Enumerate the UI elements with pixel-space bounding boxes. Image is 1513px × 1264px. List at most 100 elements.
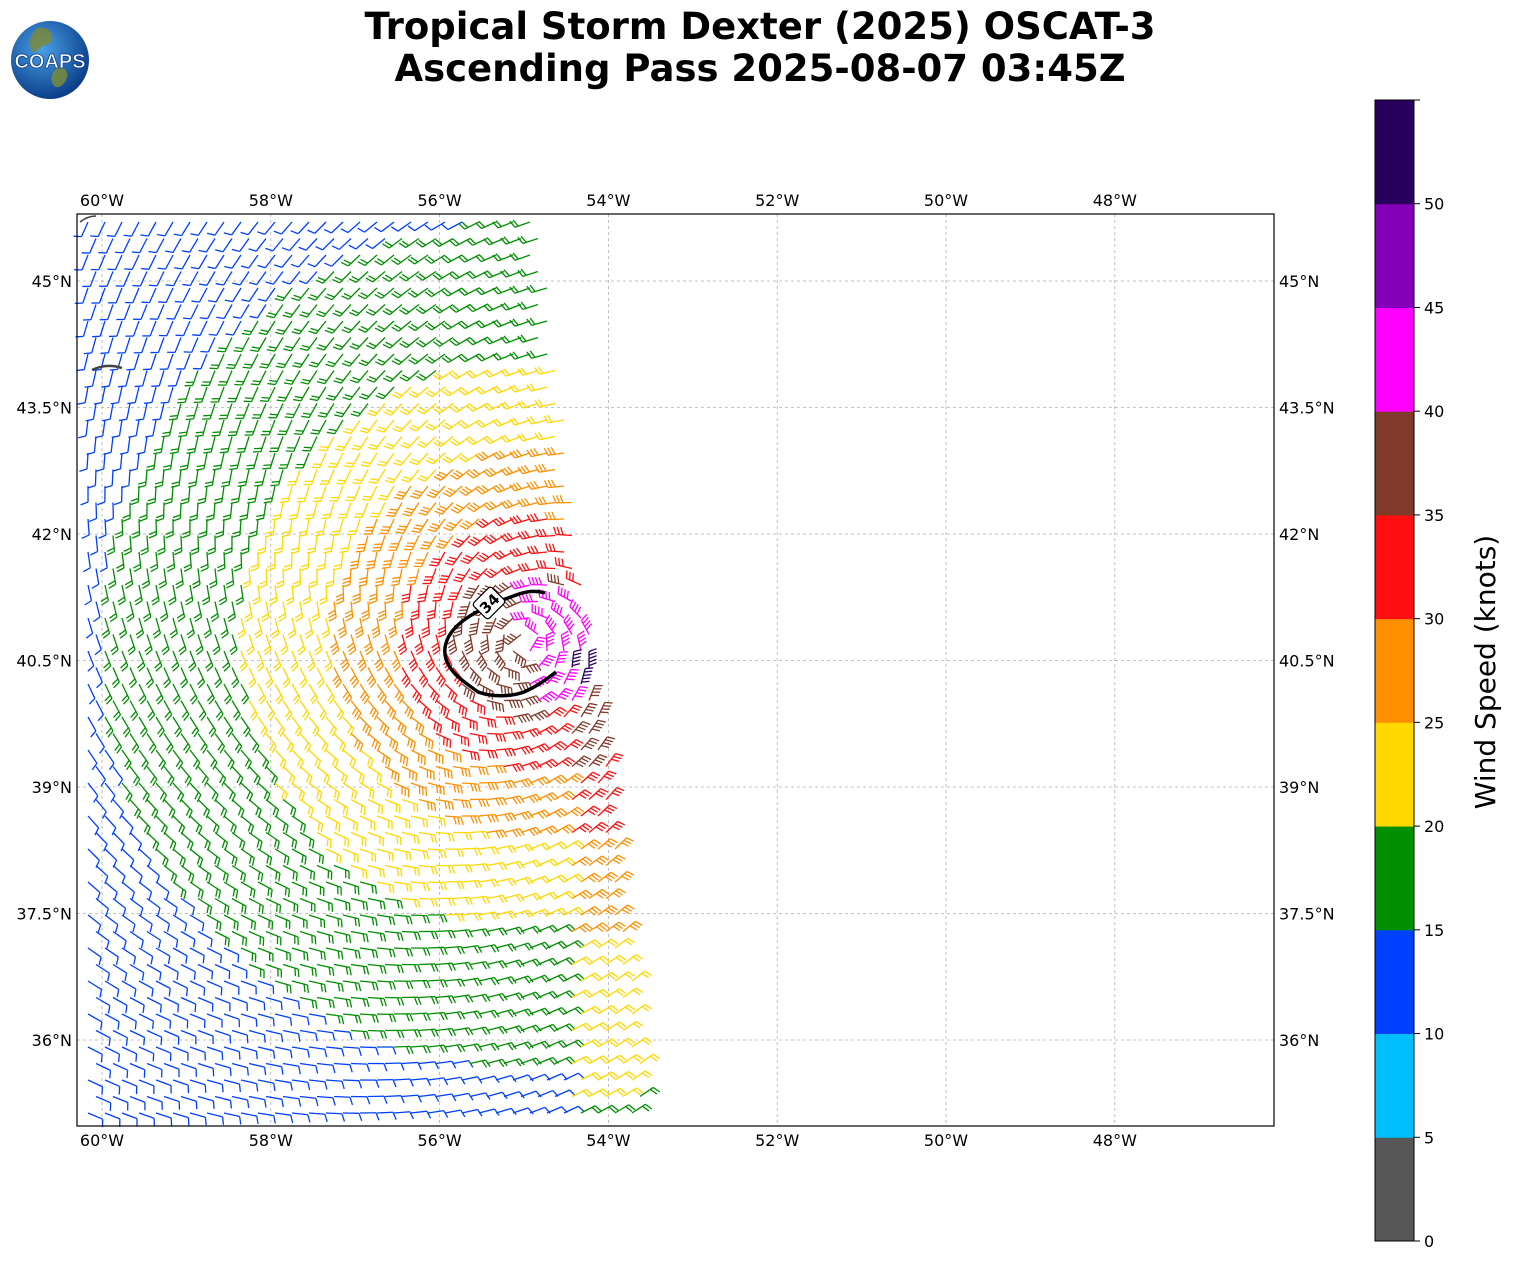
wind-barb bbox=[537, 654, 556, 668]
wind-barb bbox=[265, 1062, 284, 1075]
wind-barb bbox=[391, 254, 412, 266]
wind-barb bbox=[614, 1071, 636, 1081]
logo-text: COAPS bbox=[14, 51, 85, 73]
wind-barb bbox=[452, 1059, 474, 1068]
wind-barb bbox=[232, 304, 250, 319]
wind-barb bbox=[254, 469, 267, 487]
wind-barb bbox=[424, 254, 446, 264]
wind-barb bbox=[283, 370, 301, 385]
wind-barb bbox=[97, 485, 106, 506]
wind-barb bbox=[267, 551, 276, 572]
wind-barb bbox=[418, 1093, 440, 1102]
wind-barb bbox=[292, 353, 310, 368]
wind-barb bbox=[427, 1044, 449, 1053]
wind-barb bbox=[211, 419, 225, 437]
wind-barb bbox=[526, 284, 548, 294]
wind-barb bbox=[409, 452, 429, 466]
wind-barb bbox=[138, 1046, 155, 1062]
wind-barb bbox=[305, 502, 318, 520]
lat-tick-label: 45°N bbox=[32, 272, 72, 291]
wind-barb bbox=[104, 1046, 121, 1063]
wind-barb bbox=[512, 650, 527, 669]
wind-barb bbox=[546, 807, 568, 818]
wind-barb bbox=[444, 749, 462, 763]
wind-barb bbox=[308, 980, 327, 993]
wind-barb bbox=[189, 716, 200, 738]
wind-barb bbox=[325, 683, 335, 705]
wind-barb bbox=[358, 386, 378, 400]
wind-barb bbox=[410, 815, 429, 828]
wind-barb bbox=[98, 518, 107, 539]
wind-barb bbox=[214, 1062, 232, 1077]
wind-barb bbox=[349, 304, 369, 317]
wind-barb bbox=[145, 667, 155, 689]
wind-barb bbox=[189, 502, 199, 522]
wind-barb bbox=[413, 551, 429, 568]
wind-barb bbox=[486, 699, 505, 713]
wind-barb bbox=[248, 1062, 267, 1076]
wind-barb bbox=[571, 1055, 593, 1065]
wind-barb bbox=[231, 733, 243, 754]
wind-barb bbox=[198, 271, 216, 286]
wind-barb bbox=[435, 1060, 457, 1069]
wind-barb bbox=[503, 795, 525, 805]
wind-barb bbox=[432, 584, 446, 602]
wind-barb bbox=[359, 914, 378, 927]
wind-barb bbox=[350, 700, 362, 721]
wind-barb bbox=[74, 254, 89, 271]
wind-barb bbox=[401, 584, 412, 604]
wind-barb bbox=[295, 452, 310, 469]
wind-barb bbox=[571, 789, 592, 801]
wind-barb bbox=[605, 954, 627, 966]
wind-barb bbox=[563, 873, 585, 883]
wind-barb bbox=[563, 906, 585, 916]
map-gridlines bbox=[77, 214, 1274, 1126]
wind-barb bbox=[163, 1062, 180, 1078]
wind-barb bbox=[299, 1029, 318, 1042]
wind-barb bbox=[197, 733, 208, 754]
wind-barb bbox=[326, 419, 344, 435]
wind-barb bbox=[605, 752, 624, 767]
wind-barb bbox=[588, 1055, 610, 1065]
wind-barb bbox=[291, 749, 304, 769]
wind-barb bbox=[265, 271, 284, 285]
wind-barb bbox=[390, 568, 403, 587]
wind-barb bbox=[79, 452, 89, 472]
wind-barb bbox=[87, 1013, 103, 1030]
wind-barb bbox=[172, 782, 185, 803]
wind-barb bbox=[401, 1061, 422, 1070]
wind-barb bbox=[357, 650, 367, 672]
wind-barb bbox=[415, 270, 437, 281]
wind-barb bbox=[444, 1076, 466, 1085]
wind-barb bbox=[231, 799, 245, 818]
wind-barb bbox=[299, 667, 308, 689]
wind-barb bbox=[509, 449, 531, 459]
wind-barb bbox=[500, 532, 522, 543]
wind-barb bbox=[316, 798, 332, 817]
wind-barb bbox=[509, 252, 531, 261]
wind-barb bbox=[146, 963, 162, 981]
wind-barb bbox=[173, 535, 183, 556]
wind-barb bbox=[274, 914, 291, 930]
wind-barb bbox=[361, 485, 378, 501]
wind-barb bbox=[290, 254, 310, 268]
wind-barb bbox=[410, 1012, 431, 1021]
wind-barb bbox=[95, 1062, 112, 1079]
wind-barb bbox=[189, 683, 198, 705]
wind-barb bbox=[543, 479, 565, 489]
wind-barb bbox=[258, 320, 276, 336]
wind-barb bbox=[182, 271, 199, 287]
wind-barb bbox=[359, 815, 376, 831]
wind-barb bbox=[546, 907, 568, 916]
wind-barb bbox=[251, 403, 267, 419]
wind-barb bbox=[243, 386, 259, 403]
wind-barb bbox=[273, 650, 282, 672]
wind-barb bbox=[410, 914, 431, 924]
wind-barb bbox=[172, 716, 182, 738]
wind-barb bbox=[460, 551, 480, 565]
lat-tick-label: 40.5°N bbox=[16, 651, 72, 670]
wind-barb bbox=[98, 238, 114, 254]
wind-barb bbox=[215, 518, 225, 539]
wind-barb bbox=[441, 320, 463, 330]
